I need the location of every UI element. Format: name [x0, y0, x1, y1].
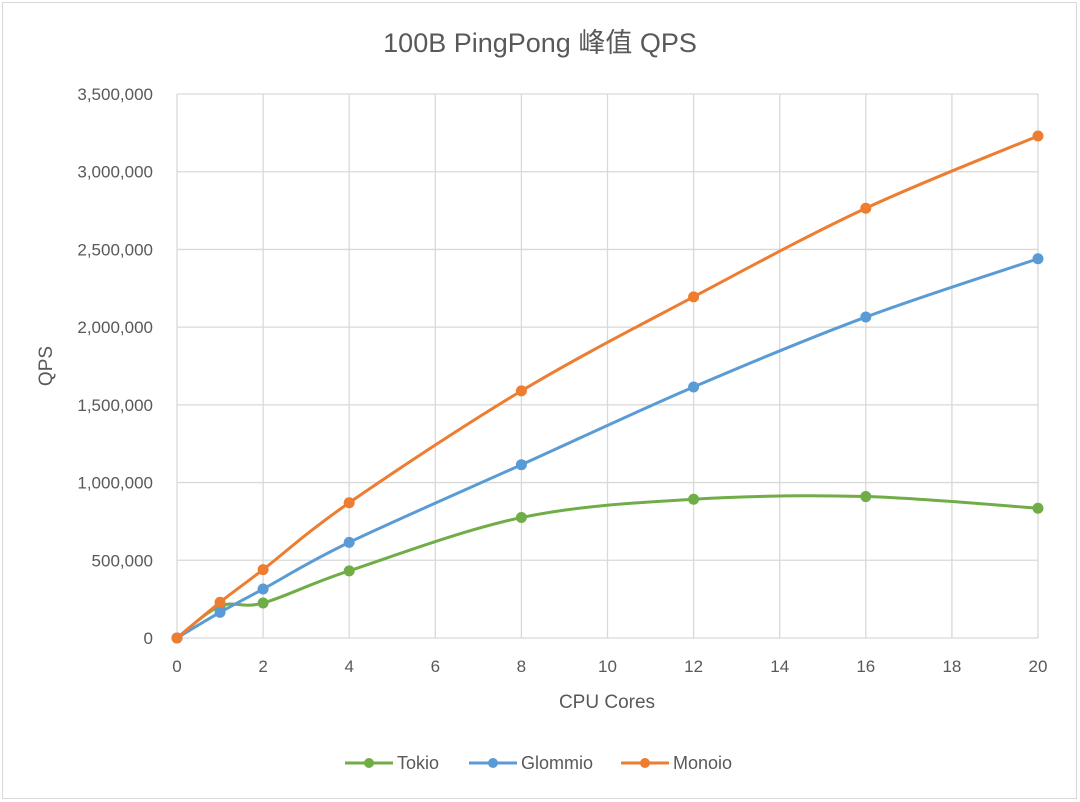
x-tick-label: 6: [431, 657, 440, 676]
data-point-tokio: [1032, 502, 1044, 514]
legend-item-glommio: Glommio: [469, 753, 593, 773]
legend: Tokio Glommio Monoio: [345, 753, 732, 773]
y-axis-ticks: 0 500,000 1,000,000 1,500,000 2,000,000 2,500…: [77, 85, 153, 648]
data-point-monoio: [860, 202, 872, 214]
legend-marker-icon: [640, 758, 650, 768]
y-tick-label: 500,000: [92, 551, 153, 570]
legend-label: Tokio: [397, 753, 439, 773]
data-point-monoio: [214, 596, 226, 608]
data-point-glommio: [688, 381, 700, 393]
data-point-tokio: [515, 512, 527, 524]
series-group: [171, 130, 1044, 644]
y-tick-label: 2,500,000: [77, 240, 153, 259]
data-point-glommio: [257, 583, 269, 595]
data-point-monoio: [257, 564, 269, 576]
data-point-monoio: [515, 385, 527, 397]
data-point-glommio: [1032, 253, 1044, 265]
data-point-monoio: [343, 497, 355, 509]
legend-marker-icon: [364, 758, 374, 768]
data-point-monoio: [1032, 130, 1044, 142]
gridlines: [176, 93, 1039, 639]
legend-item-monoio: Monoio: [621, 753, 732, 773]
x-tick-label: 16: [856, 657, 875, 676]
data-point-tokio: [860, 491, 872, 503]
data-point-tokio: [688, 493, 700, 505]
x-tick-label: 2: [258, 657, 267, 676]
y-tick-label: 1,500,000: [77, 396, 153, 415]
y-tick-label: 3,000,000: [77, 163, 153, 182]
x-tick-label: 18: [942, 657, 961, 676]
x-tick-label: 10: [598, 657, 617, 676]
x-tick-label: 20: [1029, 657, 1048, 676]
x-tick-label: 12: [684, 657, 703, 676]
y-tick-label: 1,000,000: [77, 474, 153, 493]
data-point-glommio: [214, 606, 226, 618]
y-tick-label: 3,500,000: [77, 85, 153, 104]
data-point-tokio: [257, 597, 269, 609]
x-tick-label: 8: [517, 657, 526, 676]
x-tick-label: 14: [770, 657, 789, 676]
data-point-tokio: [343, 565, 355, 577]
data-point-monoio: [688, 291, 700, 303]
y-axis-label: QPS: [36, 346, 57, 386]
chart-title: 100B PingPong 峰值 QPS: [383, 28, 697, 58]
data-point-glommio: [343, 536, 355, 548]
data-point-glommio: [860, 311, 872, 323]
series-monoio: [171, 130, 1044, 644]
legend-item-tokio: Tokio: [345, 753, 439, 773]
x-axis-label: CPU Cores: [559, 692, 655, 713]
y-tick-label: 2,000,000: [77, 318, 153, 337]
legend-label: Glommio: [521, 753, 593, 773]
legend-marker-icon: [488, 758, 498, 768]
y-tick-label: 0: [144, 629, 153, 648]
x-axis-ticks: 0 2 4 6 8 10 12 14 16 18 20: [172, 657, 1047, 676]
legend-label: Monoio: [673, 753, 732, 773]
data-point-glommio: [515, 459, 527, 471]
x-tick-label: 4: [344, 657, 353, 676]
x-tick-label: 0: [172, 657, 181, 676]
data-point-monoio: [171, 632, 183, 644]
